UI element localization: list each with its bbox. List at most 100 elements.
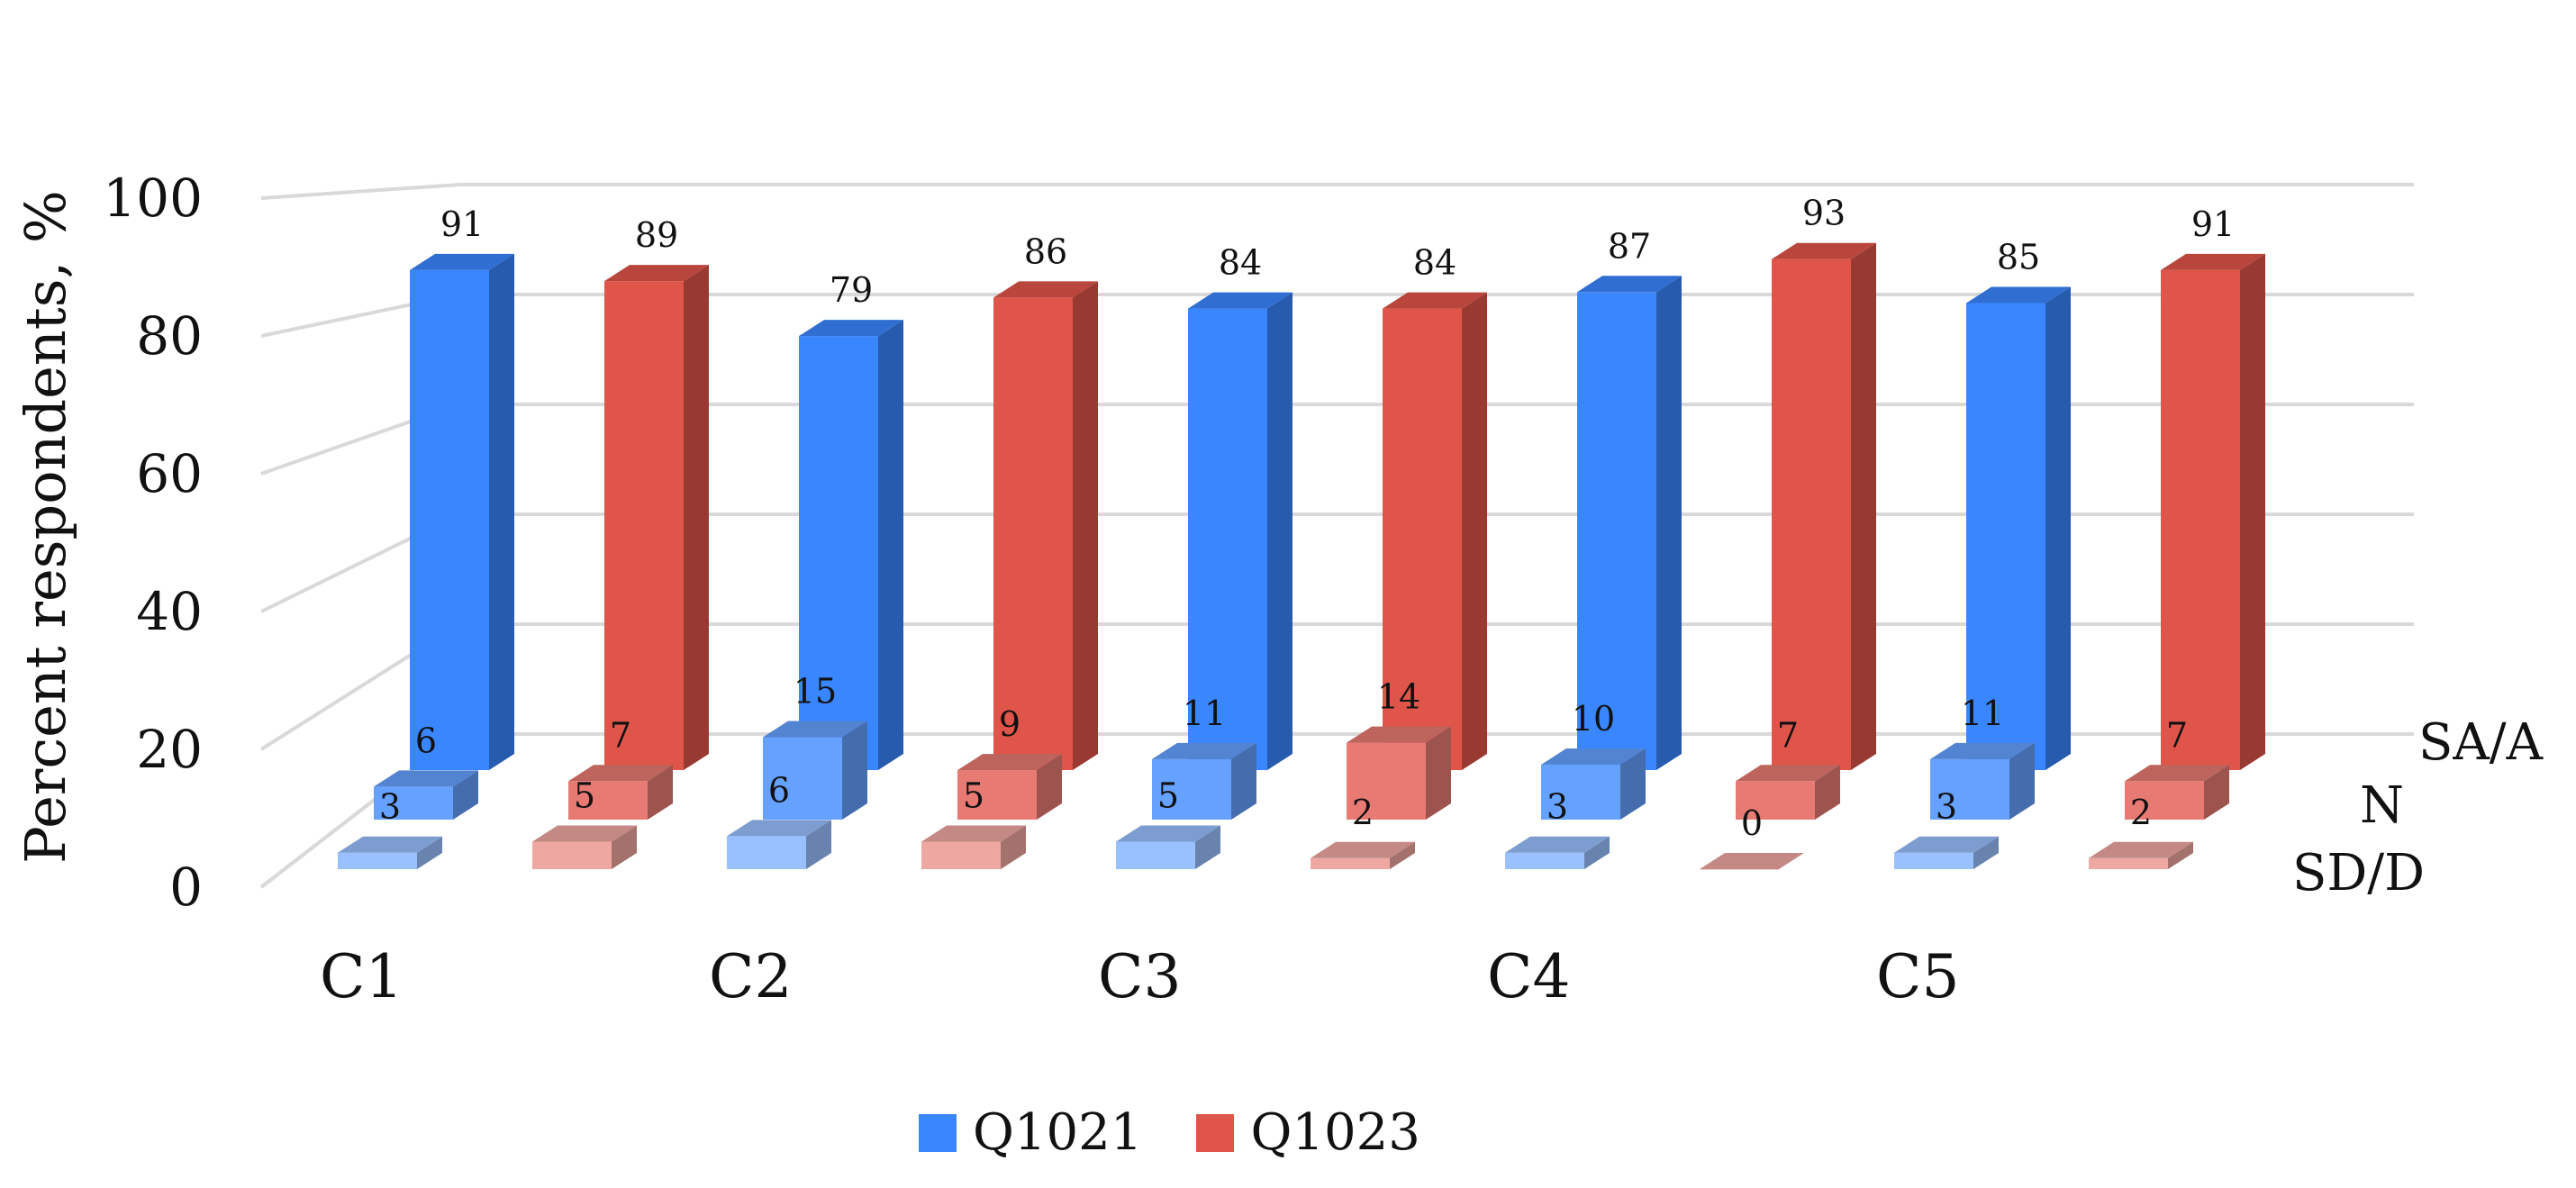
bar-top (1505, 836, 1610, 853)
bar-Q1021-C1-N (374, 770, 478, 820)
bar-top (604, 265, 709, 282)
data-label: 11 (1183, 694, 1226, 733)
bar-Q1023-C1-SAA (604, 265, 709, 771)
data-label: 10 (1572, 699, 1615, 739)
bar-side (1815, 765, 1840, 820)
bar-Q1021-C2-N (763, 721, 867, 820)
legend-item-q1023: Q1023 (1196, 1103, 1420, 1162)
bar-front (568, 781, 648, 820)
bar-side (1037, 754, 1062, 820)
bar-top (1736, 765, 1840, 782)
data-label: 2 (1352, 793, 1374, 832)
bar-front (1311, 857, 1390, 869)
bar-front (763, 737, 842, 820)
legend-item-q1021: Q1021 (919, 1103, 1142, 1162)
bar-side (417, 836, 442, 869)
category-label: C3 (1098, 942, 1182, 1011)
data-label: 6 (415, 721, 437, 760)
bar-side (1267, 292, 1293, 771)
bar-top (1772, 242, 1876, 259)
bar-front (1152, 758, 1231, 820)
bar-Q1023-C1-N (568, 765, 673, 820)
bar-top (2125, 765, 2229, 782)
data-label: 84 (1413, 243, 1456, 283)
legend-swatch-q1023 (1196, 1113, 1235, 1152)
bar-top (1311, 841, 1415, 858)
bar-side (2168, 841, 2193, 869)
bar-top (374, 770, 478, 787)
bar-front (532, 841, 612, 869)
bar-front (799, 336, 878, 770)
y-axis-ticks: 0 20 40 60 80 100 (103, 168, 203, 918)
data-label: 5 (1157, 776, 1179, 816)
bar-Q1021-C1-SDD (338, 836, 442, 869)
y-tick-label: 100 (103, 168, 203, 229)
data-label: 7 (2166, 715, 2188, 755)
bar-side (1195, 825, 1220, 869)
bar-top (957, 754, 1062, 771)
bar-side (489, 253, 514, 770)
bar-front (1577, 292, 1656, 770)
bar-side (1656, 276, 1682, 770)
legend: Q1021 Q1023 (919, 1103, 1420, 1162)
bars (338, 242, 2265, 870)
data-label: 85 (1997, 238, 2040, 277)
bar-front (604, 281, 684, 771)
bar-front (1347, 742, 1426, 820)
bar-top (1966, 286, 2071, 304)
y-tick-label: 60 (136, 443, 203, 504)
bar-side (1231, 742, 1256, 820)
bar-side (1462, 292, 1487, 771)
legend-swatch-q1021 (919, 1113, 957, 1152)
data-label: 86 (1024, 231, 1067, 271)
bar-Q1021-C4-SDD (1505, 836, 1610, 869)
bar-side (2045, 286, 2071, 770)
bar-Q1023-C3-SAA (1383, 292, 1487, 771)
category-labels: C1 C2 C3 C4 C5 (320, 942, 1960, 1011)
bar-Q1023-C5-N (2125, 765, 2229, 820)
bar-Q1021-C1-SAA (410, 253, 514, 770)
bar-Q1023-C2-SDD (921, 825, 1026, 869)
category-label: C1 (320, 942, 404, 1011)
bar-Q1021-C3-N (1152, 742, 1256, 820)
bar-front (2161, 269, 2240, 770)
bar-top (1541, 748, 1646, 765)
bar-front (1966, 303, 2045, 770)
bar-side (842, 721, 867, 820)
data-label: 89 (635, 215, 678, 255)
bar-top (1152, 742, 1256, 759)
bar-top (1188, 292, 1293, 309)
bar-side (1973, 836, 1999, 869)
bar-top (993, 281, 1098, 298)
bar-top (1116, 825, 1220, 842)
bar-Q1023-C3-SDD (1311, 841, 1415, 869)
bar-Q1023-C2-N (957, 754, 1062, 820)
depth-label: N (2360, 776, 2404, 835)
y-tick-label: 80 (136, 305, 203, 367)
data-label: 11 (1961, 694, 2004, 733)
y-tick-label: 40 (136, 581, 203, 642)
legend-label-q1021: Q1021 (973, 1103, 1143, 1162)
bar-side (1073, 281, 1098, 770)
bar-Q1021-C3-SAA (1188, 292, 1293, 771)
bar-side (2204, 765, 2229, 820)
data-label: 15 (794, 672, 837, 712)
bar-Q1021-C2-SAA (799, 320, 903, 770)
data-label: 91 (2191, 204, 2235, 244)
bar-Q1023-C2-SAA (993, 281, 1098, 770)
bar-Q1023-C5-SDD (2089, 841, 2193, 869)
bar-front (374, 786, 453, 820)
bar-top (1347, 726, 1451, 743)
y-axis-title: Percent respondents, % (13, 190, 78, 864)
bar-side (648, 765, 673, 820)
bar-side (2009, 742, 2035, 820)
bar-Q1023-C4-N (1736, 765, 1840, 820)
bar-top (1894, 836, 1999, 853)
bar-top (2161, 253, 2265, 270)
bar-Q1021-C3-SDD (1116, 825, 1220, 869)
data-labels: 91 89 79 86 84 84 87 93 85 91 6 7 15 9 11 14 10 7 11 7 3 5 6 5 5… (379, 194, 2235, 843)
data-label: 91 (440, 204, 484, 244)
bar-front (1700, 869, 1779, 870)
depth-labels: SA/AN SD/D (2292, 713, 2544, 902)
